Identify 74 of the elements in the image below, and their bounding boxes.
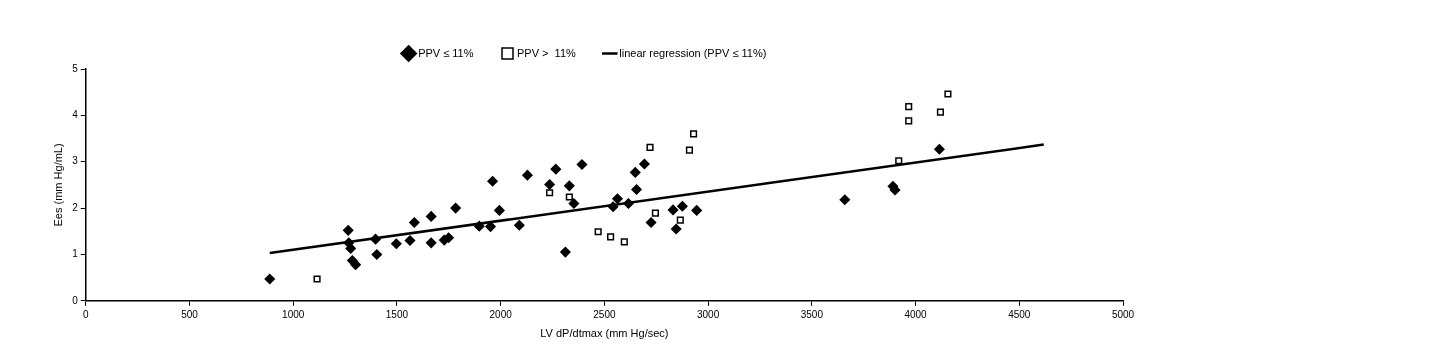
point bbox=[607, 233, 615, 241]
point bbox=[676, 216, 684, 224]
point bbox=[550, 163, 562, 175]
point bbox=[607, 201, 619, 212]
point bbox=[646, 143, 654, 151]
x-tick-label: 4500 bbox=[1008, 308, 1031, 320]
x-tick-label: 500 bbox=[181, 308, 199, 320]
point bbox=[905, 102, 913, 111]
point bbox=[612, 193, 623, 205]
point bbox=[651, 209, 659, 217]
legend-label: linear regression (PPV ≤ 11%) bbox=[619, 46, 767, 59]
legend-label: PPV ≤ 11% bbox=[418, 46, 474, 59]
point bbox=[934, 143, 945, 155]
point bbox=[487, 175, 498, 187]
point bbox=[409, 217, 420, 228]
point bbox=[685, 146, 694, 154]
point bbox=[264, 273, 276, 285]
point bbox=[620, 238, 628, 246]
point bbox=[630, 167, 641, 178]
x-tick-label: 3000 bbox=[696, 308, 720, 320]
point bbox=[576, 159, 588, 170]
x-tick-label: 2000 bbox=[489, 308, 513, 320]
point bbox=[623, 198, 634, 209]
point bbox=[677, 200, 688, 212]
point bbox=[391, 238, 402, 250]
point bbox=[631, 184, 642, 195]
point bbox=[568, 198, 580, 209]
y-tick-label: 5 bbox=[72, 62, 79, 74]
x-tick-label: 1000 bbox=[282, 308, 305, 320]
point bbox=[404, 235, 416, 246]
y-tick-label: 1 bbox=[72, 248, 79, 260]
point bbox=[546, 189, 554, 197]
point bbox=[895, 157, 903, 165]
y-tick-label: 4 bbox=[72, 109, 79, 121]
y-tick-label: 0 bbox=[72, 294, 79, 306]
y-tick-label: 3 bbox=[72, 155, 79, 167]
y-tick-label: 2 bbox=[72, 201, 79, 213]
x-tick-label: 2500 bbox=[593, 308, 616, 320]
point bbox=[474, 220, 485, 232]
point bbox=[691, 205, 702, 216]
point bbox=[313, 275, 321, 283]
point bbox=[522, 169, 533, 181]
point bbox=[370, 233, 381, 245]
point bbox=[839, 194, 851, 205]
x-tick-label: 1500 bbox=[385, 308, 409, 320]
point bbox=[371, 249, 383, 260]
point bbox=[905, 117, 913, 125]
legend-label: PPV > 11% bbox=[517, 46, 577, 59]
x-tick-label: 4000 bbox=[904, 308, 928, 320]
x-tick-label: 3500 bbox=[800, 308, 824, 320]
x-tick-label: 0 bbox=[82, 308, 89, 320]
point bbox=[936, 108, 945, 116]
point bbox=[425, 237, 437, 249]
point bbox=[667, 204, 679, 216]
point bbox=[670, 223, 682, 235]
point bbox=[494, 205, 505, 216]
x-tick-label: 5000 bbox=[1111, 308, 1135, 320]
point bbox=[345, 243, 356, 254]
y-axis-title: Ees (mm Hg/mL) bbox=[51, 143, 64, 227]
point bbox=[944, 90, 952, 98]
point bbox=[594, 228, 602, 236]
point bbox=[342, 225, 354, 236]
point bbox=[639, 158, 650, 170]
point bbox=[514, 219, 525, 231]
point bbox=[564, 180, 575, 192]
point bbox=[645, 217, 657, 228]
point bbox=[560, 246, 571, 258]
point bbox=[425, 211, 437, 222]
point bbox=[350, 259, 361, 270]
x-axis-title: LV dP/dtmax (mm Hg/sec) bbox=[540, 327, 669, 340]
point bbox=[690, 130, 698, 138]
point bbox=[450, 202, 461, 214]
point bbox=[565, 193, 573, 201]
point bbox=[544, 179, 555, 190]
